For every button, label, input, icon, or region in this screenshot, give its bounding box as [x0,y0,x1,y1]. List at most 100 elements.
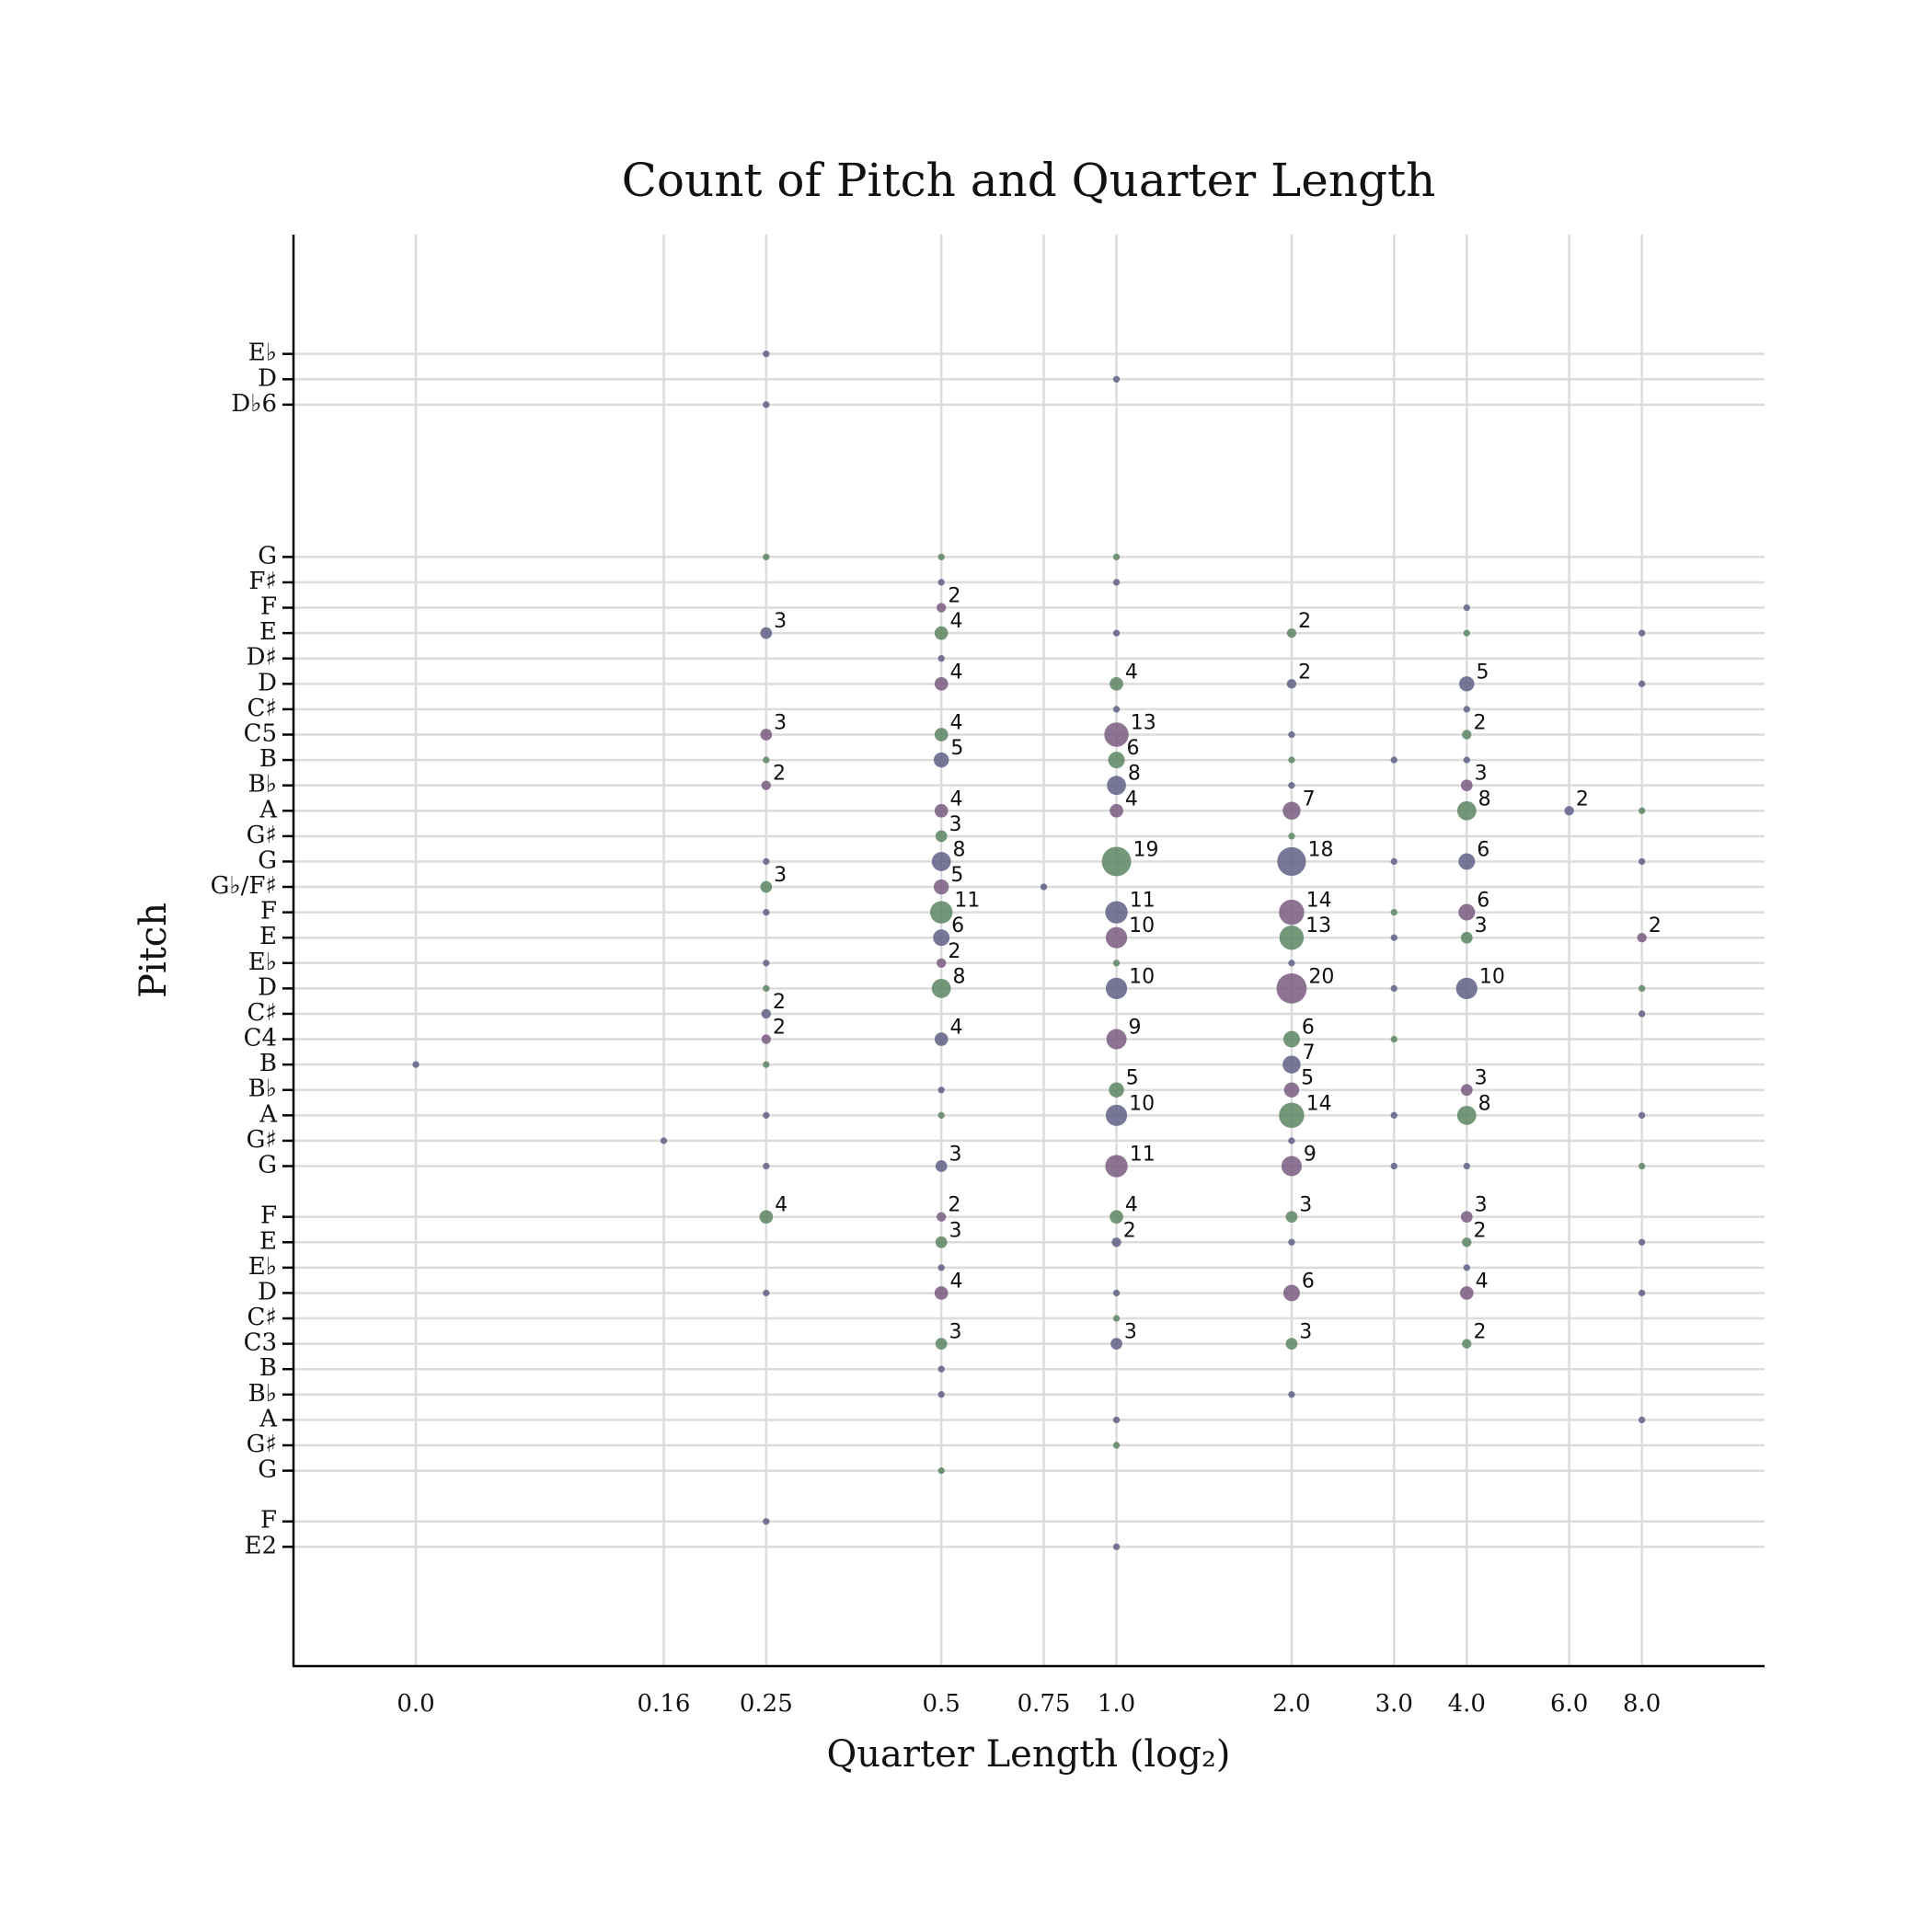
bubble [760,880,773,893]
bubble [1390,1111,1397,1119]
bubble [1101,846,1132,877]
data-label: 19 [1133,838,1159,861]
data-label: 4 [1125,661,1138,684]
bubble [1285,1211,1298,1224]
y-tick-label: F [260,898,277,926]
bubble [937,1391,945,1398]
bubble [1283,1082,1300,1098]
y-tick-label: E♭ [248,339,277,367]
bubble [1288,1391,1295,1398]
bubble [1288,730,1295,739]
bubble [1279,899,1305,926]
bubble [763,1518,770,1525]
data-label: 4 [950,1270,963,1293]
bubble [1112,629,1121,637]
y-tick-label: E [259,618,277,646]
bubble [1638,629,1646,637]
bubble [935,830,948,843]
data-label: 2 [948,940,960,963]
y-tick-label: B [259,1050,277,1077]
bubble [1282,1030,1300,1048]
bubble [1279,925,1305,950]
bubble [1462,1237,1472,1248]
data-label: 5 [1301,1067,1314,1090]
bubble [1288,1238,1295,1246]
bubble [937,553,945,561]
bubble [934,676,949,691]
bubble [1286,679,1297,689]
data-label: 2 [773,991,786,1014]
bubble [1288,756,1295,764]
data-label: 14 [1306,890,1332,913]
y-tick-label: F♯ [248,568,277,595]
y-tick-label: D [258,1278,277,1305]
bubble [934,626,949,640]
bubble [1638,984,1646,993]
bubble [1112,706,1121,713]
y-tick-label: B [259,1354,277,1382]
bubble [1282,801,1301,820]
data-label: 4 [1125,1194,1138,1217]
bubble [1109,1082,1124,1098]
bubble [760,627,773,639]
y-tick-label: F [260,593,277,621]
bubble [1110,676,1123,691]
bubble [1458,903,1476,921]
y-tick-label: C3 [244,1329,277,1357]
bubble [1112,1416,1121,1424]
data-label: 3 [774,864,787,887]
data-label: 3 [774,610,787,633]
data-label: 2 [948,585,960,608]
y-tick-label: G♯ [247,822,277,849]
data-label: 8 [953,838,966,861]
bubble [1463,604,1470,612]
x-tick-label: 0.25 [740,1690,793,1718]
data-label: 4 [775,1194,788,1217]
y-tick-label: A [259,1405,278,1432]
data-label: 6 [1477,838,1489,861]
data-label: 5 [950,737,963,760]
x-tick-label: 1.0 [1098,1690,1135,1718]
data-label: 20 [1308,965,1334,988]
data-label: 5 [1476,661,1489,684]
data-label: 4 [950,788,963,811]
bubble [1288,1137,1295,1144]
data-label: 2 [1576,788,1589,811]
bubble [1282,1284,1300,1302]
bubble [936,1212,947,1222]
bubble [763,908,770,916]
chart-title: Count of Pitch and Quarter Length [622,154,1436,207]
bubble [1463,706,1470,713]
data-label: 4 [950,711,963,734]
y-tick-label: E♭ [248,949,277,976]
data-label: 11 [1130,890,1156,913]
bubble [761,1034,771,1044]
data-label: 6 [1477,890,1489,913]
y-tick-label: A [259,796,278,823]
bubble [761,780,771,790]
bubble [1460,779,1473,792]
y-tick-label: C♯ [247,1304,277,1331]
data-label: 2 [948,1194,960,1217]
y-tick-label: G [258,542,277,569]
data-label: 2 [1473,1219,1486,1242]
bubble [1638,1416,1646,1424]
y-tick-label: F [260,1202,277,1230]
bubble [1040,883,1048,891]
bubble [936,958,947,968]
bubble [1456,1105,1477,1125]
bubble [937,655,945,662]
data-label: 2 [1298,661,1311,684]
y-tick-label: E [259,923,277,950]
bubble [1462,730,1472,740]
data-label: 2 [1298,610,1311,633]
bubble [1281,1156,1302,1177]
bubble [934,803,949,818]
bubble [1285,1338,1298,1350]
x-tick-label: 0.0 [397,1690,434,1718]
data-label: 2 [1123,1219,1136,1242]
y-tick-label: D♭6 [231,390,277,418]
bubble [763,553,770,561]
data-label: 4 [1476,1270,1489,1293]
